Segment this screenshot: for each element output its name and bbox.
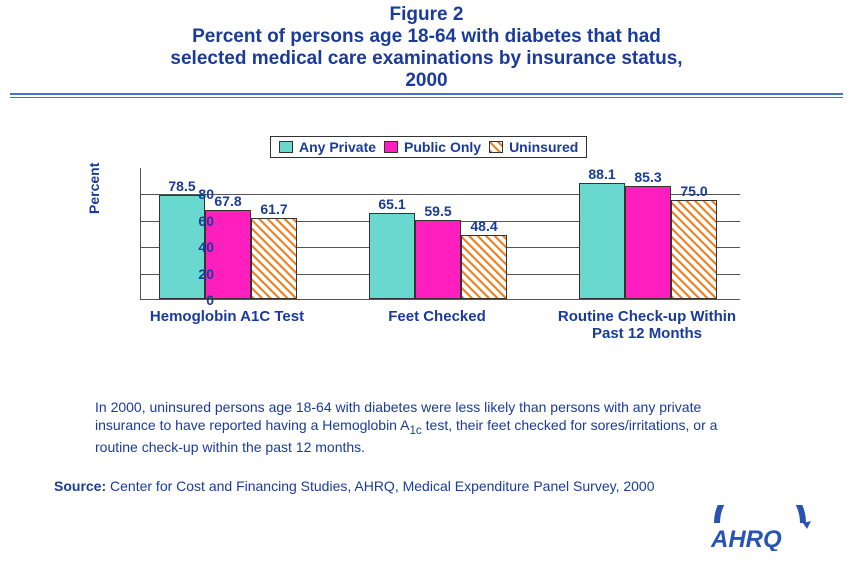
bar xyxy=(671,200,717,299)
title-line-3: 2000 xyxy=(0,70,853,92)
title-line-1: Percent of persons age 18-64 with diabet… xyxy=(0,26,853,48)
plot-area: 78.567.861.765.159.548.488.185.375.0 xyxy=(140,168,740,300)
y-axis-label: Percent xyxy=(86,163,102,214)
category-label: Routine Check-up Within Past 12 Months xyxy=(542,308,752,343)
y-tick-label: 80 xyxy=(174,186,214,202)
legend: Any Private Public Only Uninsured xyxy=(270,136,587,158)
chart: Any Private Public Only Uninsured Percen… xyxy=(90,136,770,366)
title-line-2: selected medical care examinations by in… xyxy=(0,48,853,70)
y-tick-label: 0 xyxy=(174,292,214,308)
legend-label-public: Public Only xyxy=(404,139,481,155)
bar-group: 65.159.548.4 xyxy=(369,168,507,299)
legend-swatch-public xyxy=(384,141,398,153)
title-block: Figure 2 Percent of persons age 18-64 wi… xyxy=(0,0,853,91)
bar-value-label: 59.5 xyxy=(415,203,461,219)
bar-value-label: 88.1 xyxy=(579,166,625,182)
bar-value-label: 85.3 xyxy=(625,169,671,185)
ahrq-logo: AHRQ xyxy=(705,505,815,556)
legend-swatch-private xyxy=(279,141,293,153)
bar xyxy=(415,220,461,299)
category-label: Hemoglobin A1C Test xyxy=(137,308,317,325)
bar-value-label: 48.4 xyxy=(461,218,507,234)
figure-label: Figure 2 xyxy=(0,4,853,26)
divider xyxy=(10,93,843,98)
description-text: In 2000, uninsured persons age 18-64 wit… xyxy=(95,398,755,456)
bar-value-label: 75.0 xyxy=(671,183,717,199)
bar-group: 88.185.375.0 xyxy=(579,168,717,299)
source-line: Source: Center for Cost and Financing St… xyxy=(54,478,784,494)
bar-value-label: 65.1 xyxy=(369,196,415,212)
category-label: Feet Checked xyxy=(347,308,527,325)
bar xyxy=(625,186,671,299)
legend-swatch-uninsured xyxy=(489,141,503,153)
bar xyxy=(461,235,507,299)
svg-text:AHRQ: AHRQ xyxy=(710,526,782,551)
bar xyxy=(369,213,415,299)
y-tick-label: 60 xyxy=(174,213,214,229)
legend-label-uninsured: Uninsured xyxy=(509,139,578,155)
bar-value-label: 61.7 xyxy=(251,201,297,217)
y-tick-label: 40 xyxy=(174,239,214,255)
legend-label-private: Any Private xyxy=(299,139,376,155)
y-tick-label: 20 xyxy=(174,266,214,282)
bar xyxy=(579,183,625,299)
source-label: Source: xyxy=(54,478,106,494)
source-text: Center for Cost and Financing Studies, A… xyxy=(106,478,654,494)
bar xyxy=(251,218,297,299)
